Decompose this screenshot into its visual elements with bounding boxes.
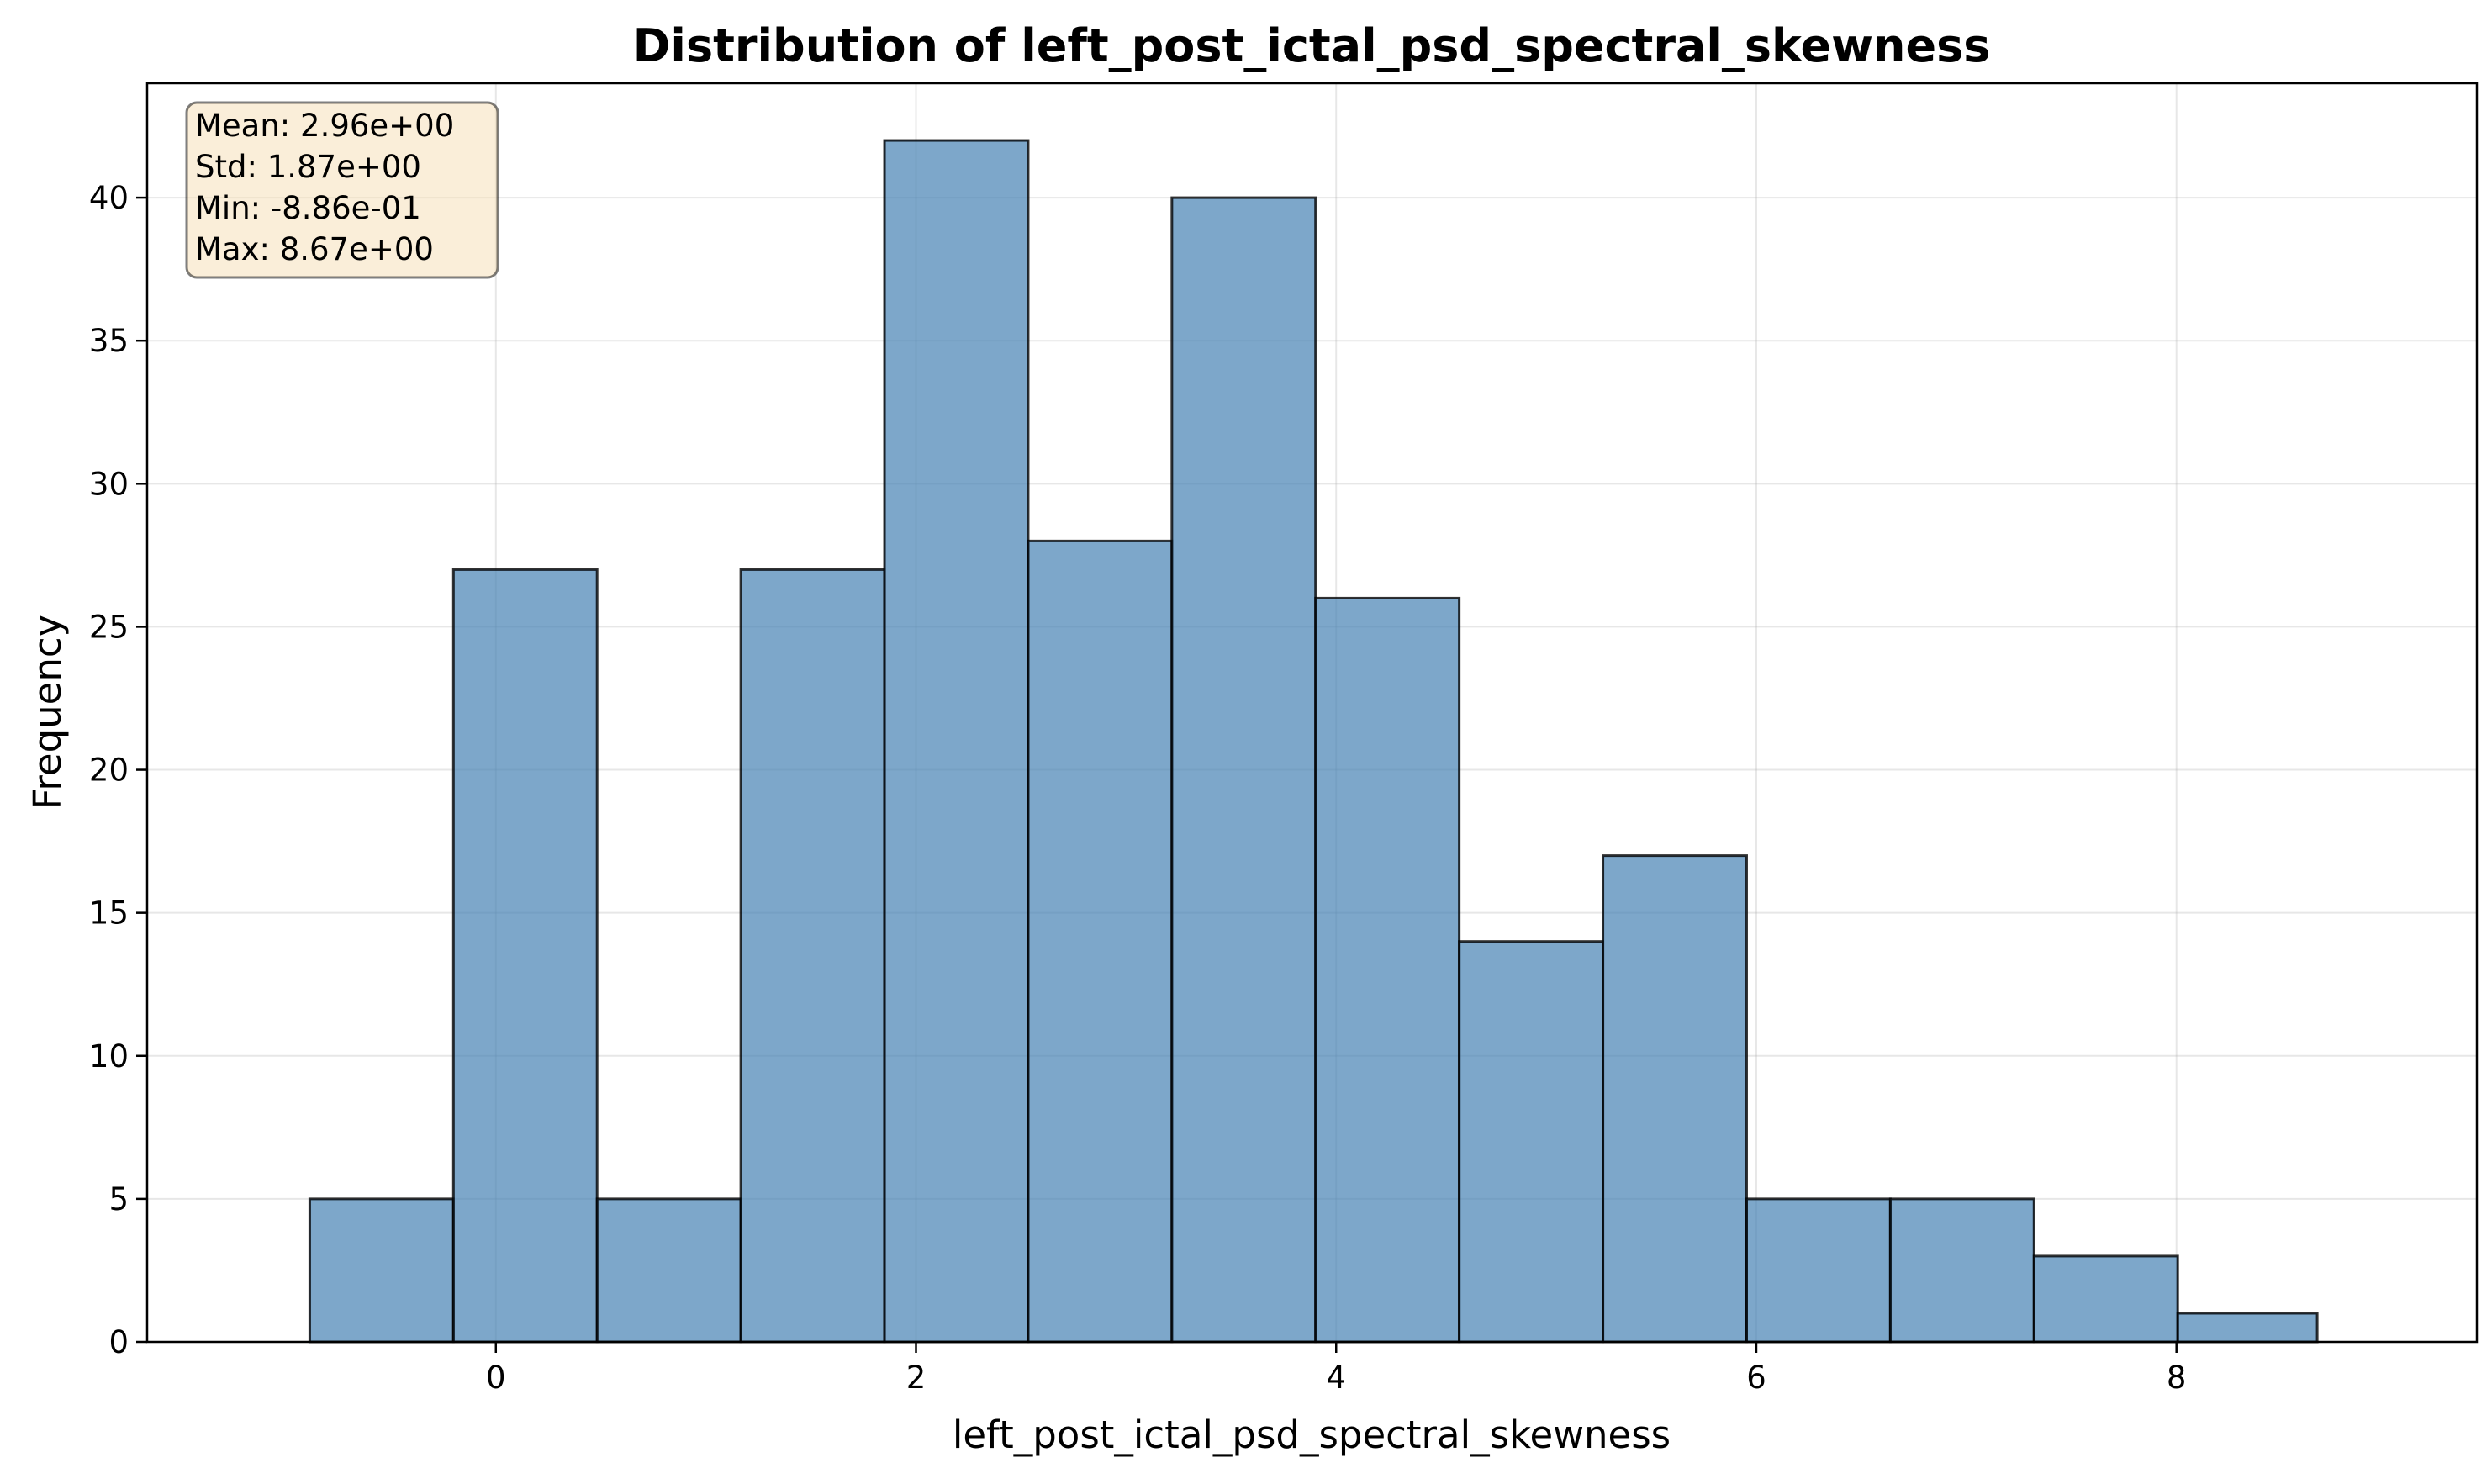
x-tick-label: 0 bbox=[486, 1360, 506, 1396]
histogram-bar bbox=[1458, 940, 1605, 1344]
histogram-bar bbox=[739, 568, 886, 1344]
y-tick-label: 10 bbox=[89, 1038, 129, 1075]
x-axis-label: left_post_ictal_psd_spectral_skewness bbox=[953, 1413, 1671, 1457]
histogram-bar bbox=[1745, 1197, 1892, 1344]
y-tick-label: 30 bbox=[89, 466, 129, 502]
y-tick-label: 5 bbox=[108, 1181, 129, 1217]
stats-box-background bbox=[185, 101, 499, 279]
ticks-layer: 0 2 4 6 8 0 5 10 15 20 25 30 35 40 bbox=[89, 180, 2187, 1396]
stats-max: Max: 8.67e+00 bbox=[195, 231, 434, 267]
histogram-bar bbox=[2176, 1312, 2319, 1344]
y-tick-label: 25 bbox=[89, 609, 129, 645]
histogram-bar bbox=[1314, 596, 1461, 1344]
x-tick-label: 8 bbox=[2167, 1360, 2187, 1396]
histogram-bar bbox=[308, 1197, 455, 1344]
stats-mean: Mean: 2.96e+00 bbox=[195, 108, 454, 144]
y-tick-label: 40 bbox=[89, 180, 129, 216]
stats-std: Std: 1.87e+00 bbox=[195, 149, 421, 185]
chart-title: Distribution of left_post_ictal_psd_spec… bbox=[633, 19, 1991, 72]
stats-min: Min: -8.86e-01 bbox=[195, 190, 421, 226]
y-tick-label: 15 bbox=[89, 895, 129, 932]
y-axis-label: Frequency bbox=[25, 615, 70, 810]
histogram-bar bbox=[2032, 1254, 2179, 1344]
y-tick-label: 0 bbox=[108, 1324, 129, 1360]
histogram-bar bbox=[1602, 854, 1748, 1344]
y-tick-label: 35 bbox=[89, 323, 129, 359]
histogram-bar bbox=[451, 568, 599, 1344]
x-tick-label: 6 bbox=[1746, 1360, 1766, 1396]
histogram-bar bbox=[1170, 196, 1317, 1344]
stats-box: Mean: 2.96e+00 Std: 1.87e+00 Min: -8.86e… bbox=[185, 101, 499, 279]
histogram-bar bbox=[883, 139, 1030, 1344]
bars-layer bbox=[308, 139, 2319, 1344]
histogram-bar bbox=[1027, 539, 1174, 1344]
x-tick-label: 2 bbox=[906, 1360, 927, 1396]
histogram-bar bbox=[595, 1197, 742, 1344]
histogram-bar bbox=[1888, 1197, 2035, 1344]
y-tick-label: 20 bbox=[89, 753, 129, 789]
plot-frame bbox=[145, 82, 2479, 1344]
x-tick-label: 4 bbox=[1326, 1360, 1346, 1396]
